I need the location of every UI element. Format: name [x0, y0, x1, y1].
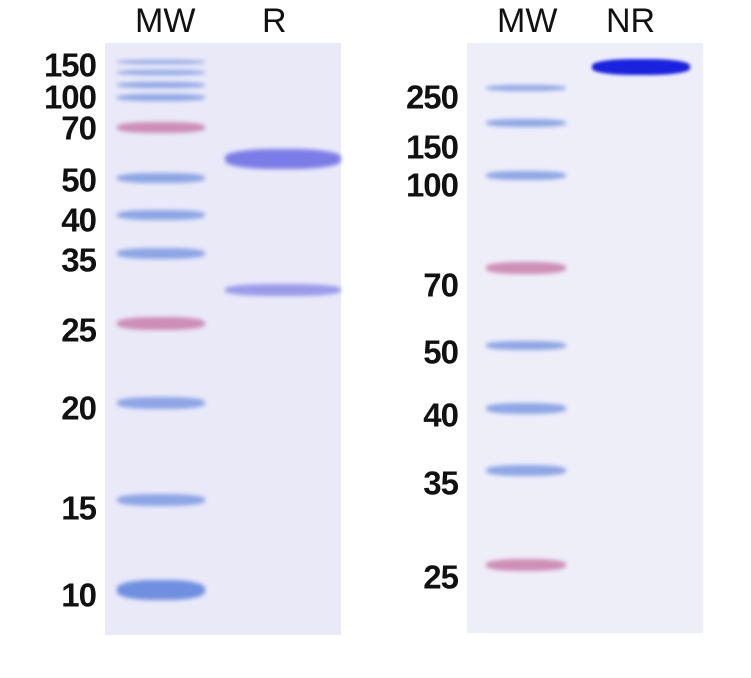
marker-band	[117, 247, 205, 259]
mw-label: 70	[423, 266, 459, 304]
mw-label: 20	[61, 389, 97, 427]
marker-band	[486, 464, 566, 476]
lane-header-mw: MW	[135, 2, 196, 40]
marker-band	[486, 119, 566, 127]
mw-label: 50	[423, 333, 459, 371]
gel-left	[105, 43, 341, 635]
mw-label: 50	[61, 161, 97, 199]
marker-band	[117, 494, 205, 506]
marker-band	[486, 402, 566, 414]
marker-band	[117, 316, 205, 330]
marker-band	[117, 173, 205, 183]
mw-label: 250	[405, 78, 459, 116]
band-r-heavy-chain	[225, 149, 341, 169]
marker-band	[117, 82, 205, 88]
mw-label: 70	[61, 109, 97, 147]
marker-band	[486, 170, 566, 180]
gel-right	[467, 43, 703, 633]
mw-label: 35	[423, 464, 459, 502]
mw-label: 25	[423, 558, 459, 596]
marker-band	[117, 69, 205, 75]
marker-band	[117, 397, 205, 409]
mw-label: 40	[61, 201, 97, 239]
band-nr	[592, 59, 690, 75]
marker-band	[486, 85, 566, 91]
marker-band	[117, 121, 205, 133]
mw-label: 100	[405, 166, 459, 204]
mw-label: 150	[43, 46, 97, 84]
mw-label: 150	[405, 128, 459, 166]
mw-label: 100	[43, 78, 97, 116]
marker-band	[486, 559, 566, 571]
mw-label: 15	[61, 489, 97, 527]
mw-label: 25	[61, 311, 97, 349]
marker-band	[117, 93, 205, 101]
lane-header-nr: NR	[606, 2, 656, 40]
mw-label: 35	[61, 241, 97, 279]
marker-band	[486, 262, 566, 274]
marker-band	[117, 580, 205, 600]
marker-band	[117, 210, 205, 220]
mw-label: 40	[423, 396, 459, 434]
lane-header-mw: MW	[497, 2, 558, 40]
lane-header-r: R	[262, 2, 287, 40]
marker-band	[486, 340, 566, 350]
mw-label: 10	[61, 576, 97, 614]
marker-band	[117, 60, 205, 64]
band-r-light-chain	[225, 284, 341, 296]
